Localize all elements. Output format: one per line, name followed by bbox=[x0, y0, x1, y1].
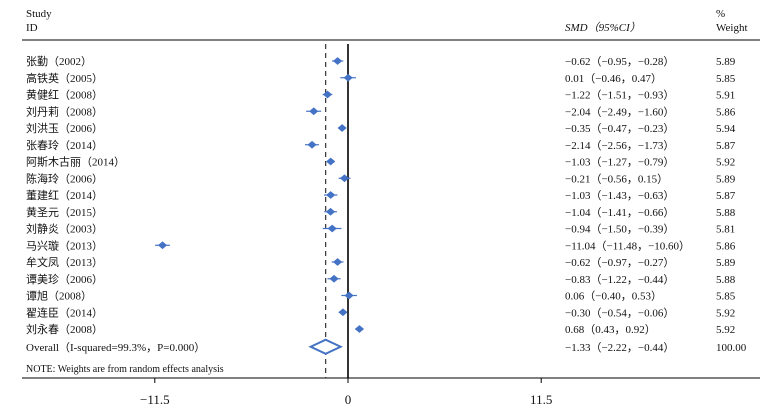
study-effect-marker bbox=[309, 107, 319, 116]
study-weight: 5.86 bbox=[716, 106, 736, 118]
study-ci-text: −1.22（−1.51，−0.93） bbox=[565, 89, 674, 102]
study-effect-marker bbox=[322, 90, 333, 99]
study-label: 高铁英（2005） bbox=[26, 71, 103, 85]
study-label: 刘丹莉（2008） bbox=[26, 105, 103, 118]
study-weight: 5.92 bbox=[716, 157, 735, 169]
study-effect-marker bbox=[344, 291, 354, 300]
study-weight: 5.81 bbox=[716, 224, 735, 236]
study-label: 张勤（2002） bbox=[26, 55, 92, 68]
study-label: 黄圣元（2015） bbox=[26, 205, 103, 219]
study-label: 黄健红（2008） bbox=[26, 88, 103, 102]
study-effect-marker bbox=[325, 207, 336, 216]
study-label: 谭旭（2008） bbox=[26, 289, 92, 303]
study-ci-text: −0.83（−1.22，−0.44） bbox=[565, 273, 674, 286]
study-effect-marker bbox=[332, 57, 343, 65]
study-ci-text: 0.68（0.43，0.92） bbox=[565, 323, 656, 336]
study-ci-text: −2.14（−2.56，−1.73） bbox=[565, 139, 674, 152]
study-label: 翟连臣（2014） bbox=[26, 306, 103, 319]
study-effect-marker bbox=[332, 258, 343, 266]
study-ci-text: −0.35（−0.47，−0.23） bbox=[565, 122, 674, 135]
study-weight: 5.89 bbox=[716, 173, 736, 185]
weights-note: NOTE: Weights are from random effects an… bbox=[26, 364, 224, 375]
study-ci-text: −2.04（−2.49，−1.60） bbox=[565, 105, 674, 118]
study-ci-text: −1.04（−1.41，−0.66） bbox=[565, 206, 674, 219]
study-weight: 5.92 bbox=[716, 324, 735, 336]
study-label: 阿斯木古丽（2014） bbox=[26, 156, 125, 169]
study-header: Study bbox=[26, 8, 52, 20]
study-weight: 5.88 bbox=[716, 274, 736, 286]
overall-weight: 100.00 bbox=[716, 342, 747, 354]
overall-label: Overall（I-squared=99.3%，P=0.000） bbox=[26, 341, 205, 354]
study-effect-marker bbox=[354, 325, 365, 333]
study-rows: 张勤（2002） −0.62（−0.95，−0.28） 5.89 高铁英（2005） 0… bbox=[26, 55, 747, 354]
overall-ci-text: −1.33（−2.22，−0.44） bbox=[565, 341, 674, 354]
study-effect-marker bbox=[307, 140, 317, 149]
study-label: 张春玲（2014） bbox=[26, 139, 103, 152]
x-tick-label: −11.5 bbox=[140, 392, 170, 407]
weight-percent-header: % bbox=[716, 8, 725, 20]
study-effect-marker bbox=[157, 241, 168, 250]
study-weight: 5.87 bbox=[716, 140, 736, 152]
study-weight: 5.94 bbox=[716, 123, 736, 135]
study-weight: 5.89 bbox=[716, 257, 736, 269]
study-effect-marker bbox=[326, 157, 336, 166]
plot-marks bbox=[155, 44, 365, 378]
study-label: 董建红（2014） bbox=[26, 188, 103, 202]
study-label: 马兴璇（2013） bbox=[26, 239, 103, 252]
study-effect-marker bbox=[326, 191, 336, 199]
weight-header: Weight bbox=[716, 22, 748, 34]
study-weight: 5.87 bbox=[716, 190, 736, 202]
study-effect-marker bbox=[343, 73, 353, 82]
x-tick-label: 11.5 bbox=[530, 392, 552, 407]
study-weight: 5.85 bbox=[716, 73, 736, 85]
study-weight: 5.91 bbox=[716, 90, 735, 102]
study-label: 谭美珍（2006） bbox=[26, 273, 103, 286]
study-effect-marker bbox=[329, 274, 339, 283]
study-label: 陈海玲（2006） bbox=[26, 171, 103, 185]
study-ci-text: −1.03（−1.27，−0.79） bbox=[565, 156, 674, 169]
study-label: 牟文凤（2013） bbox=[26, 255, 103, 269]
study-ci-text: −0.21（−0.56，0.15） bbox=[565, 172, 668, 185]
study-ci-text: −11.04（−11.48，−10.60） bbox=[565, 239, 690, 252]
study-effect-marker bbox=[337, 124, 347, 132]
study-ci-text: −0.62（−0.95，−0.28） bbox=[565, 55, 674, 68]
study-effect-marker bbox=[339, 174, 350, 183]
study-ci-text: 0.06（−0.40，0.53） bbox=[565, 290, 662, 303]
study-weight: 5.86 bbox=[716, 240, 736, 252]
study-weight: 5.88 bbox=[716, 207, 736, 219]
study-label: 刘洪玉（2006） bbox=[26, 121, 103, 135]
study-weight: 5.89 bbox=[716, 56, 736, 68]
study-label: 刘永春（2008） bbox=[26, 322, 103, 336]
x-tick-label: 0 bbox=[345, 392, 352, 407]
study-ci-text: 0.01（−0.46，0.47） bbox=[565, 72, 662, 85]
x-axis: −11.5 0 11.5 bbox=[140, 378, 552, 407]
study-label: 刘静炎（2003） bbox=[26, 222, 103, 236]
study-ci-text: −0.30（−0.54，−0.06） bbox=[565, 306, 674, 319]
study-ci-text: −1.03（−1.43，−0.63） bbox=[565, 189, 674, 202]
id-header: ID bbox=[26, 22, 38, 34]
study-effect-marker bbox=[327, 224, 337, 233]
overall-diamond bbox=[308, 338, 343, 355]
study-effect-marker bbox=[338, 308, 348, 317]
study-ci-text: −0.94（−1.50，−0.39） bbox=[565, 223, 674, 236]
effect-header: SMD（95%CI） bbox=[565, 21, 641, 34]
study-weight: 5.85 bbox=[716, 291, 736, 303]
study-ci-text: −0.62（−0.97，−0.27） bbox=[565, 256, 674, 269]
study-weight: 5.92 bbox=[716, 307, 735, 319]
